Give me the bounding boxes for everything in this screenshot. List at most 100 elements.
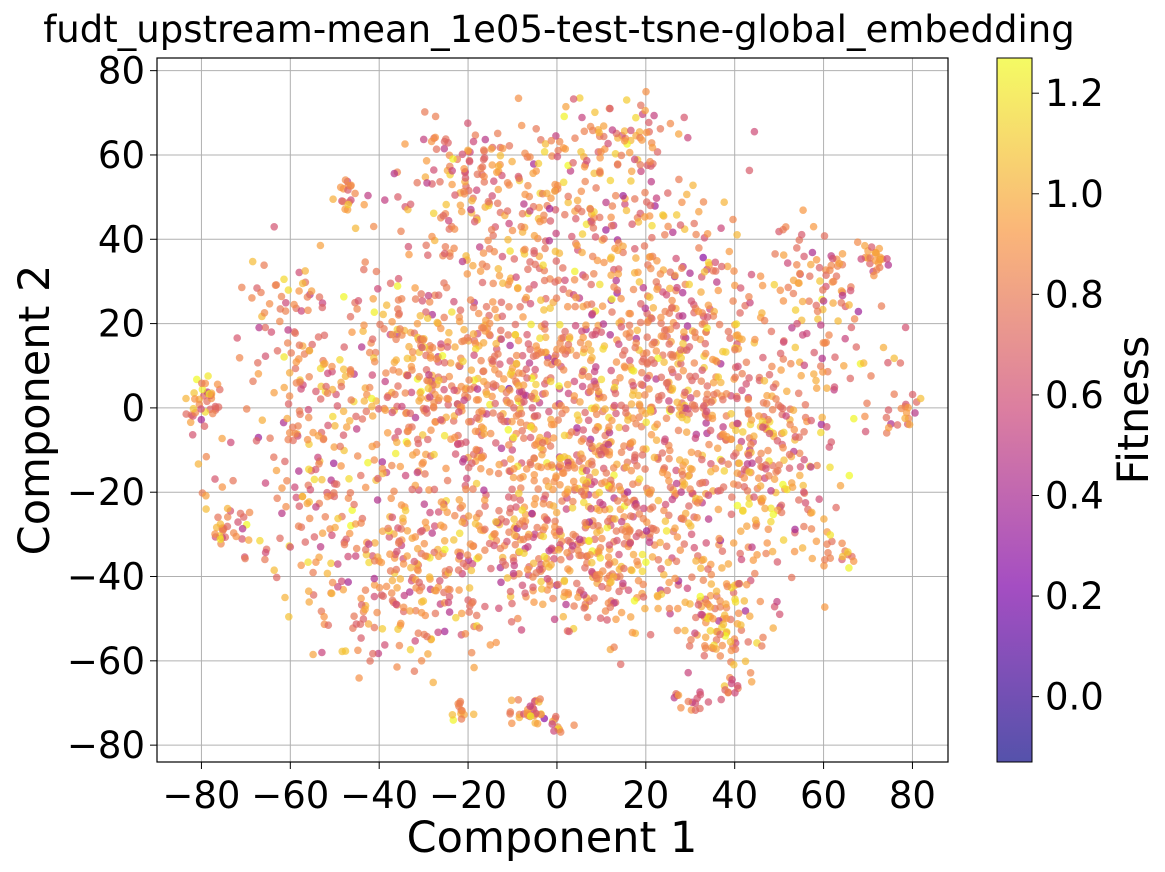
scatter-point <box>678 198 686 207</box>
scatter-point <box>736 549 744 558</box>
scatter-point <box>611 515 619 523</box>
scatter-point <box>637 167 645 176</box>
scatter-point <box>386 550 394 558</box>
scatter-point <box>303 499 312 508</box>
scatter-point <box>660 570 668 579</box>
scatter-point <box>774 401 783 410</box>
scatter-point <box>536 695 544 703</box>
scatter-point <box>667 304 676 312</box>
scatter-point <box>332 480 341 489</box>
scatter-point <box>531 365 539 374</box>
scatter-point <box>473 170 482 179</box>
scatter-point <box>323 492 332 501</box>
scatter-point <box>683 584 692 593</box>
scatter-point <box>627 126 635 135</box>
scatter-point <box>551 278 559 286</box>
scatter-point <box>472 479 481 488</box>
scatter-point <box>354 646 362 655</box>
scatter-point <box>787 573 796 582</box>
scatter-point <box>463 474 471 483</box>
scatter-point <box>643 333 651 342</box>
scatter-point <box>386 279 395 288</box>
scatter-point <box>477 356 485 365</box>
scatter-point <box>430 586 439 595</box>
scatter-point <box>819 368 827 376</box>
scatter-point <box>712 587 721 596</box>
scatter-point <box>390 487 398 496</box>
scatter-point <box>740 483 749 491</box>
scatter-point <box>336 442 345 451</box>
scatter-point <box>785 450 794 459</box>
scatter-point <box>699 198 708 206</box>
scatter-point <box>806 272 814 281</box>
scatter-point <box>556 728 565 736</box>
scatter-point <box>455 586 463 594</box>
scatter-point <box>801 499 810 507</box>
scatter-point <box>841 334 849 343</box>
scatter-point <box>560 576 569 585</box>
scatter-point <box>884 423 893 432</box>
scatter-point <box>455 408 463 416</box>
scatter-point <box>440 627 449 636</box>
scatter-point <box>494 469 503 478</box>
scatter-point <box>516 520 524 528</box>
scatter-point <box>758 309 766 317</box>
scatter-point <box>541 523 549 531</box>
scatter-point <box>584 372 593 381</box>
scatter-point <box>705 440 713 449</box>
scatter-point <box>699 253 707 262</box>
scatter-point <box>715 534 723 543</box>
scatter-point <box>742 358 751 367</box>
scatter-point <box>328 531 336 540</box>
scatter-point <box>636 318 645 327</box>
scatter-point <box>697 377 706 386</box>
scatter-point <box>491 530 499 538</box>
scatter-point <box>383 393 392 402</box>
scatter-point <box>510 465 518 473</box>
scatter-point <box>648 221 656 230</box>
scatter-point <box>701 339 710 348</box>
scatter-point <box>850 315 859 323</box>
scatter-point <box>617 517 626 526</box>
scatter-point <box>394 524 402 532</box>
scatter-point <box>500 375 508 383</box>
scatter-point <box>654 604 662 613</box>
scatter-point <box>656 270 665 278</box>
scatter-point <box>426 393 434 401</box>
scatter-point <box>282 502 290 511</box>
scatter-point <box>434 508 443 516</box>
scatter-point <box>680 113 688 122</box>
scatter-point <box>678 288 687 297</box>
scatter-point <box>497 326 505 335</box>
scatter-point <box>429 209 438 218</box>
scatter-point <box>197 415 206 424</box>
scatter-point <box>785 464 794 473</box>
scatter-point <box>563 549 571 557</box>
scatter-point <box>578 230 587 238</box>
scatter-point <box>801 401 810 409</box>
scatter-point <box>679 339 687 348</box>
scatter-point <box>456 306 465 315</box>
scatter-point <box>404 427 412 435</box>
scatter-point <box>464 119 472 127</box>
scatter-point <box>549 434 558 442</box>
scatter-point <box>632 254 640 262</box>
scatter-point <box>316 241 325 250</box>
scatter-point <box>826 463 834 472</box>
scatter-point <box>469 485 477 493</box>
scatter-point <box>658 449 667 457</box>
scatter-point <box>613 246 622 255</box>
y-tick-label: −60 <box>67 640 145 683</box>
scatter-point <box>464 146 472 155</box>
scatter-point <box>684 668 692 677</box>
scatter-point <box>692 557 700 565</box>
scatter-point <box>278 484 286 492</box>
scatter-point <box>677 264 686 273</box>
scatter-point <box>740 474 749 482</box>
scatter-point <box>768 362 776 371</box>
scatter-point <box>396 325 404 333</box>
scatter-point <box>563 302 572 311</box>
scatter-point <box>233 334 241 342</box>
scatter-point <box>734 609 743 618</box>
